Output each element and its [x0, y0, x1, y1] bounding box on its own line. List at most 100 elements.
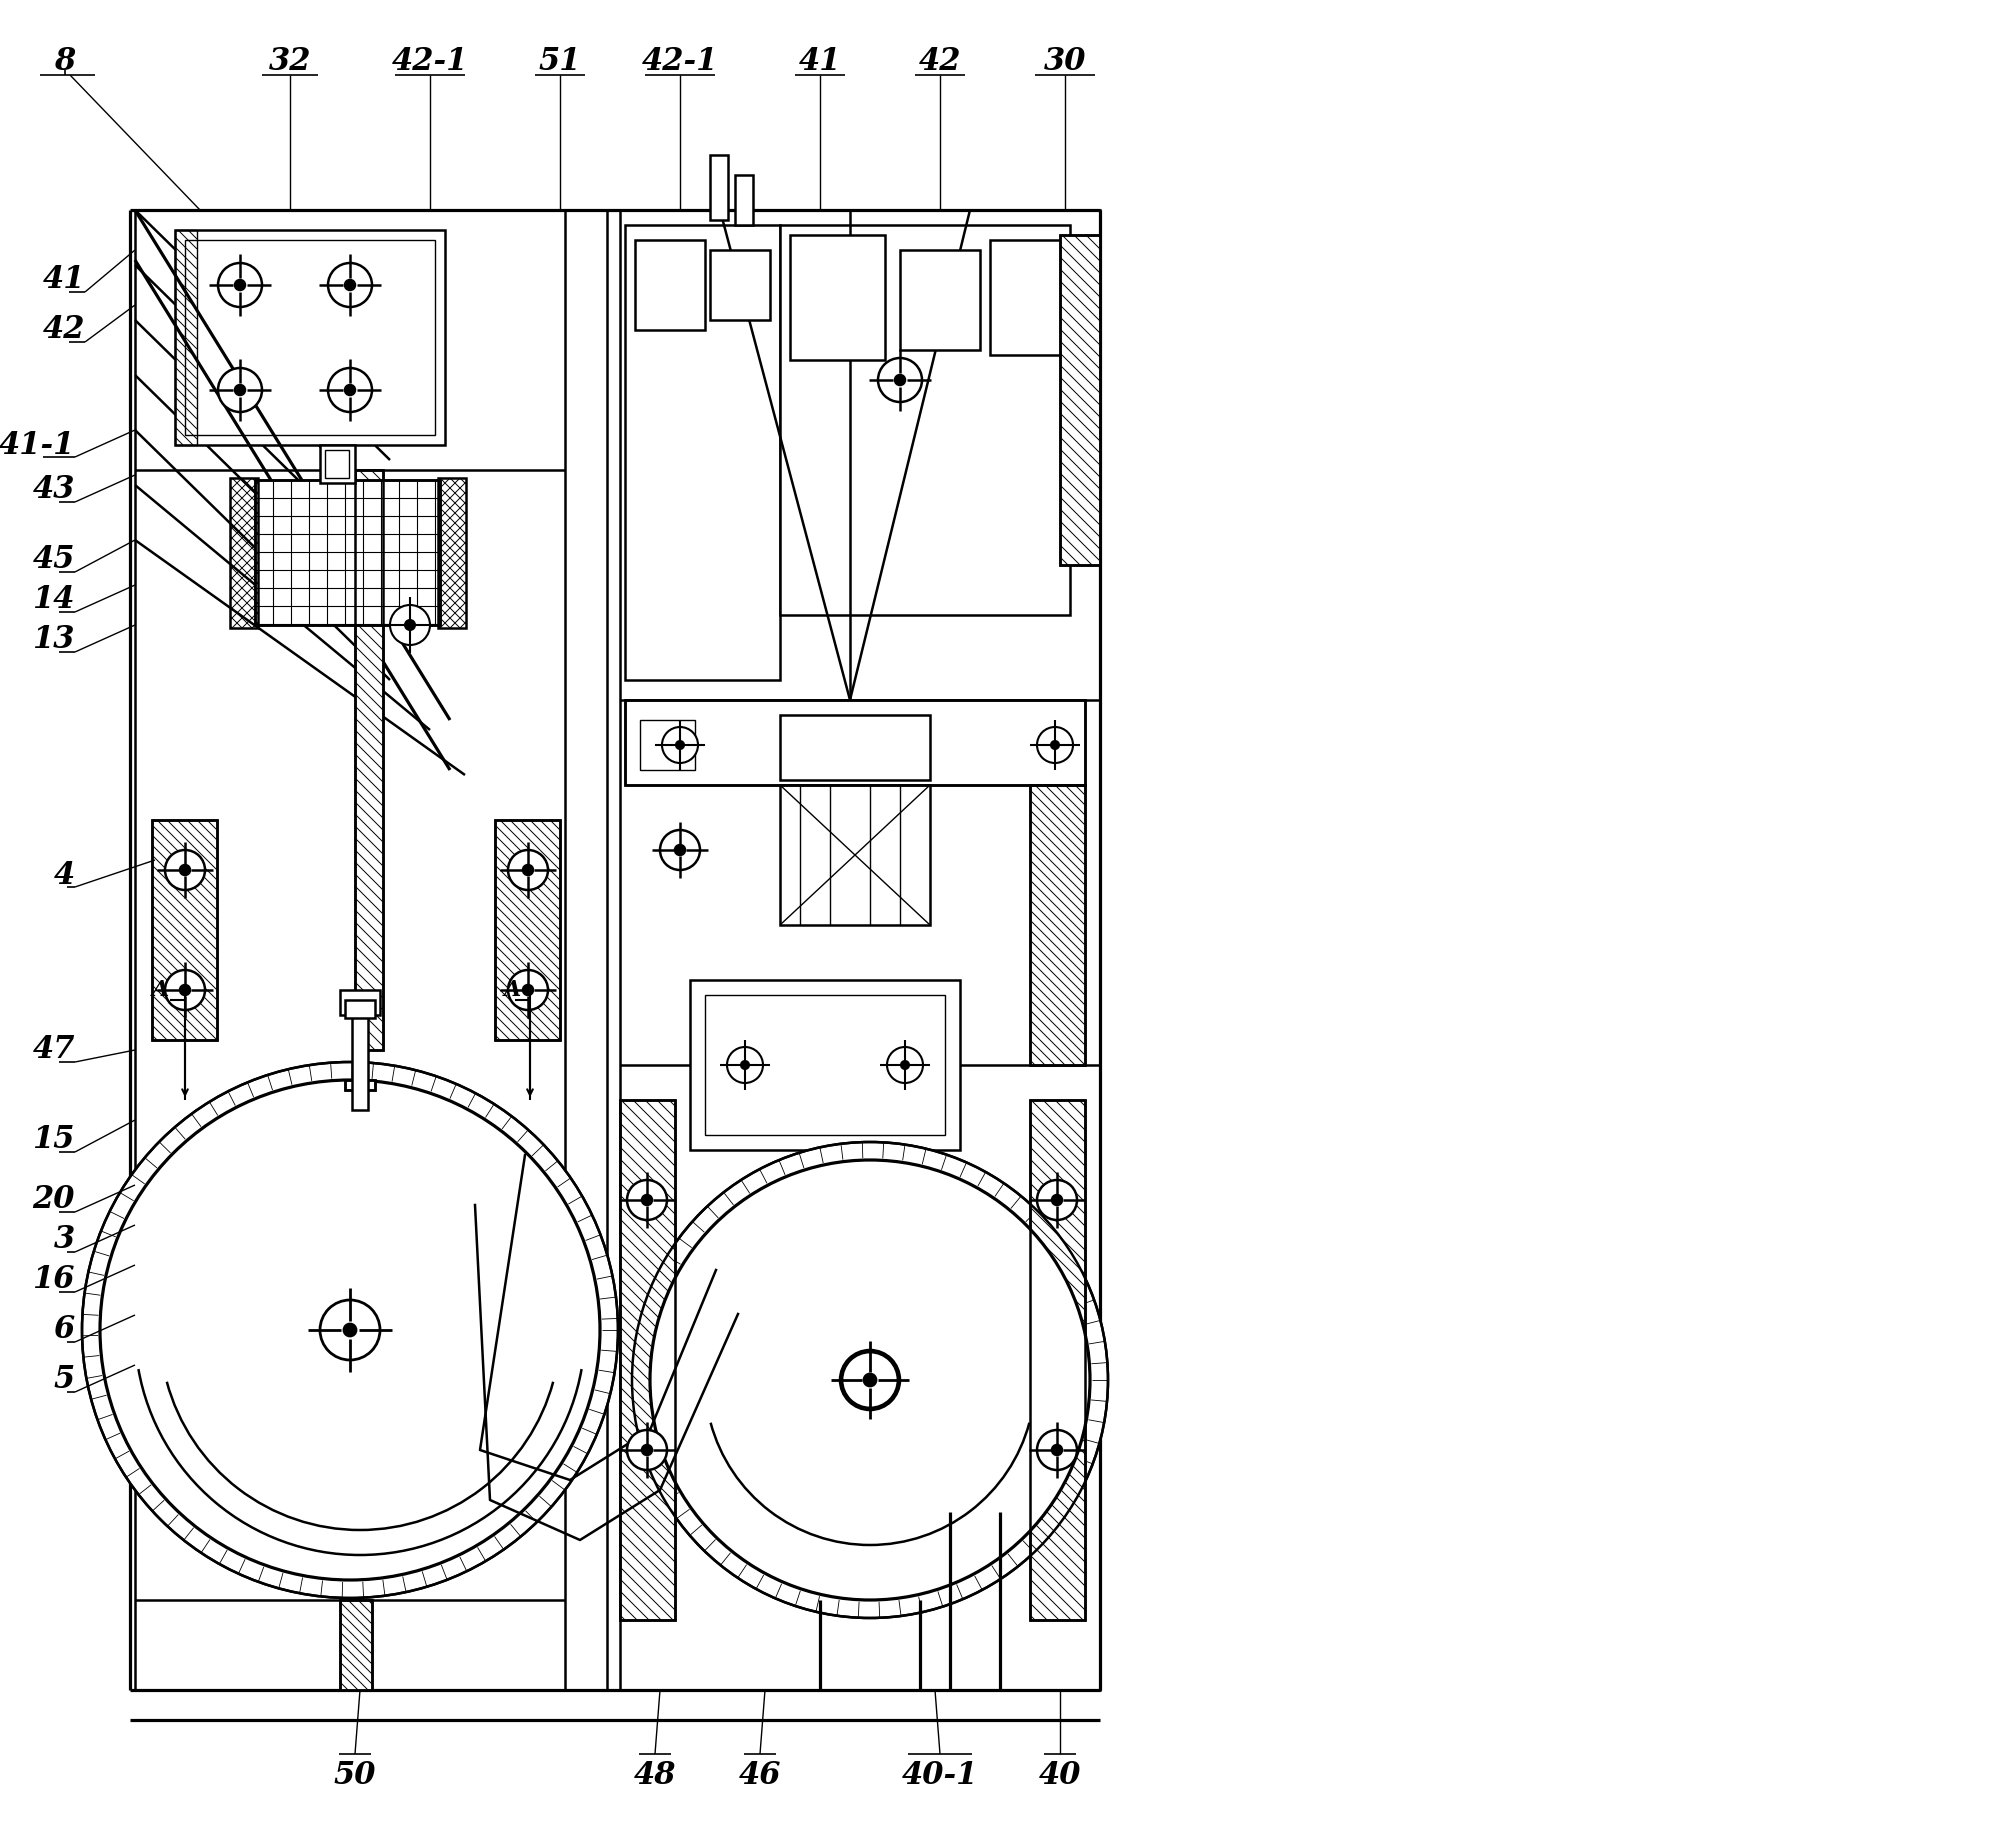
Circle shape [327, 368, 371, 412]
Text: 13: 13 [32, 625, 76, 656]
Circle shape [674, 845, 684, 856]
Circle shape [642, 1445, 652, 1455]
Circle shape [523, 865, 533, 876]
Bar [620, 1099, 674, 1619]
Bar [186, 240, 435, 434]
Circle shape [1051, 740, 1059, 749]
Bar [620, 1099, 674, 1619]
Circle shape [902, 1061, 910, 1070]
Circle shape [1051, 1445, 1061, 1455]
Text: 42-1: 42-1 [391, 46, 469, 77]
Bar [1029, 1099, 1085, 1619]
Circle shape [180, 865, 190, 876]
Bar [345, 1081, 375, 1090]
Circle shape [327, 264, 371, 308]
Text: 14: 14 [32, 584, 76, 616]
Bar [339, 1599, 371, 1689]
Bar [355, 471, 383, 1050]
Circle shape [180, 986, 190, 995]
Circle shape [405, 619, 415, 630]
Circle shape [345, 385, 355, 396]
Bar [1029, 1099, 1085, 1619]
Circle shape [389, 605, 431, 645]
Bar [710, 249, 770, 321]
Bar [176, 231, 198, 445]
Text: 43: 43 [32, 474, 76, 506]
Circle shape [632, 1141, 1107, 1618]
Bar [624, 700, 1085, 784]
Text: 47: 47 [32, 1035, 76, 1066]
Text: 46: 46 [738, 1761, 782, 1792]
Text: 8: 8 [54, 46, 76, 77]
Circle shape [217, 264, 261, 308]
Bar [339, 1599, 371, 1689]
Circle shape [896, 376, 906, 385]
Circle shape [509, 969, 549, 1009]
Bar [355, 471, 383, 1050]
Bar [1029, 784, 1085, 1064]
Bar [345, 1081, 375, 1090]
Circle shape [1037, 1431, 1077, 1469]
Bar [900, 249, 980, 350]
Text: 42: 42 [920, 46, 962, 77]
Circle shape [166, 850, 205, 890]
Circle shape [864, 1374, 876, 1387]
Bar [439, 478, 467, 628]
Circle shape [662, 727, 698, 762]
Text: 40-1: 40-1 [902, 1761, 978, 1792]
Circle shape [345, 280, 355, 289]
Text: 4: 4 [54, 859, 76, 890]
Bar [1029, 784, 1085, 1064]
Bar [734, 176, 752, 225]
Bar [640, 720, 694, 769]
Text: 42: 42 [42, 315, 86, 346]
Text: 51: 51 [539, 46, 581, 77]
Circle shape [523, 986, 533, 995]
Bar [351, 1000, 367, 1110]
Bar [634, 240, 704, 330]
Text: A: A [152, 978, 170, 1000]
Bar [255, 480, 441, 625]
Circle shape [235, 280, 245, 289]
Bar [990, 240, 1075, 355]
Text: 15: 15 [32, 1125, 76, 1156]
Circle shape [1051, 1194, 1061, 1205]
Text: 40: 40 [1039, 1761, 1081, 1792]
Circle shape [740, 1061, 748, 1070]
Bar [1059, 234, 1099, 564]
Circle shape [1037, 1180, 1077, 1220]
Bar [495, 821, 561, 1041]
Text: 41-1: 41-1 [0, 429, 76, 460]
Bar [152, 821, 217, 1041]
Circle shape [319, 1301, 379, 1359]
Bar [790, 234, 886, 361]
Circle shape [642, 1194, 652, 1205]
Circle shape [217, 368, 261, 412]
Text: A: A [503, 978, 521, 1000]
Text: 48: 48 [634, 1761, 676, 1792]
Bar [325, 451, 349, 478]
Circle shape [660, 830, 700, 870]
Bar [1059, 234, 1099, 564]
Text: 50: 50 [333, 1761, 377, 1792]
Bar [780, 784, 930, 925]
Bar [152, 821, 217, 1041]
Bar [319, 445, 355, 484]
Bar [255, 480, 441, 625]
Circle shape [1037, 727, 1073, 762]
Bar [495, 821, 561, 1041]
Bar [780, 714, 930, 780]
Circle shape [626, 1431, 666, 1469]
Circle shape [888, 1048, 924, 1083]
Circle shape [509, 850, 549, 890]
Circle shape [343, 1325, 355, 1336]
Bar [624, 700, 1085, 784]
Circle shape [878, 357, 922, 401]
Bar [136, 211, 565, 1689]
Text: 6: 6 [54, 1315, 76, 1345]
Bar [229, 478, 257, 628]
Text: 3: 3 [54, 1224, 76, 1255]
Text: 42-1: 42-1 [642, 46, 718, 77]
Circle shape [166, 969, 205, 1009]
Circle shape [82, 1063, 618, 1598]
